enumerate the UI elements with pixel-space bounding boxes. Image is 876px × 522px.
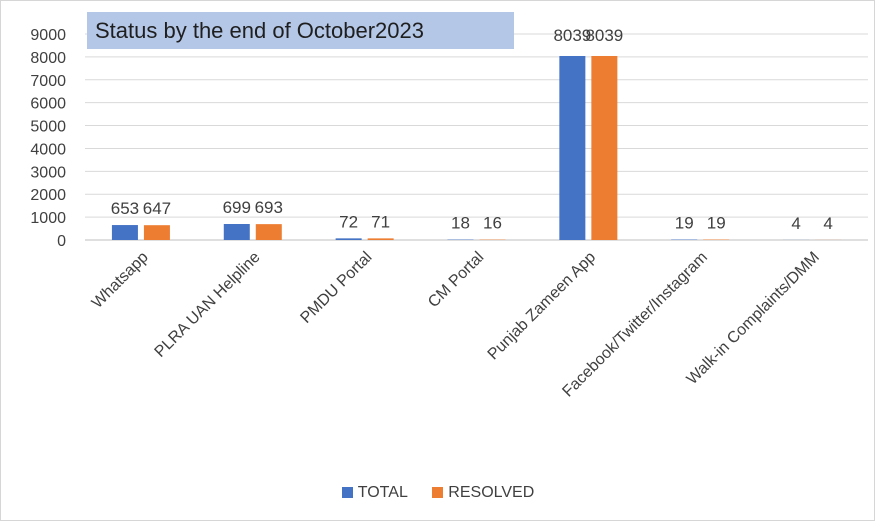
chart-title: Status by the end of October2023 — [87, 12, 514, 49]
bar-total — [223, 224, 250, 240]
legend-label-total: TOTAL — [357, 484, 408, 501]
bar-total — [335, 238, 362, 240]
data-label: 8039 — [553, 26, 591, 45]
legend-item-total: TOTAL — [341, 484, 408, 502]
category-label: PMDU Portal — [297, 249, 375, 327]
data-label: 4 — [823, 214, 832, 233]
y-tick-label: 9000 — [30, 27, 66, 44]
data-label: 699 — [223, 198, 251, 217]
bar-resolved — [255, 224, 282, 240]
data-label: 71 — [371, 212, 390, 231]
data-label: 647 — [143, 199, 171, 218]
y-tick-label: 6000 — [30, 96, 66, 113]
category-label: Walk-in Complaints/DMM — [684, 249, 823, 388]
bar-resolved — [143, 225, 170, 240]
y-tick-label: 4000 — [30, 141, 66, 158]
y-tick-label: 5000 — [30, 119, 66, 136]
category-label: Whatsapp — [89, 249, 152, 312]
data-label: 18 — [451, 214, 470, 233]
y-tick-label: 2000 — [30, 187, 66, 204]
y-tick-label: 8000 — [30, 50, 66, 67]
y-axis-tick-labels: 0 1000 2000 3000 4000 5000 6000 7000 8000 9000 — [30, 27, 66, 250]
data-label: 693 — [255, 198, 283, 217]
bar-total — [111, 225, 138, 240]
data-label: 8039 — [585, 26, 623, 45]
category-labels: Whatsapp PLRA UAN Helpline PMDU Portal CM P… — [89, 249, 823, 401]
legend-swatch-resolved — [432, 487, 444, 498]
category-label: CM Portal — [425, 249, 487, 311]
y-tick-label: 1000 — [30, 210, 66, 227]
data-label: 16 — [483, 214, 502, 233]
category-label: Punjab Zameen App — [485, 249, 600, 364]
y-tick-label: 3000 — [30, 164, 66, 181]
chart-legend: TOTAL RESOLVED — [0, 484, 876, 502]
bars — [111, 55, 842, 241]
data-label: 72 — [339, 212, 358, 231]
category-label: PLRA UAN Helpline — [152, 249, 264, 361]
legend-item-resolved: RESOLVED — [432, 484, 534, 502]
data-label: 19 — [707, 214, 726, 233]
data-label: 19 — [675, 214, 694, 233]
data-label: 653 — [111, 199, 139, 218]
data-label: 4 — [791, 214, 800, 233]
y-tick-label: 7000 — [30, 73, 66, 90]
bar-resolved — [591, 55, 618, 241]
bar-resolved — [367, 238, 394, 240]
gridlines — [85, 33, 868, 241]
legend-label-resolved: RESOLVED — [448, 484, 535, 501]
bar-total — [559, 55, 586, 241]
legend-swatch-total — [341, 487, 353, 498]
y-tick-label: 0 — [57, 233, 66, 250]
